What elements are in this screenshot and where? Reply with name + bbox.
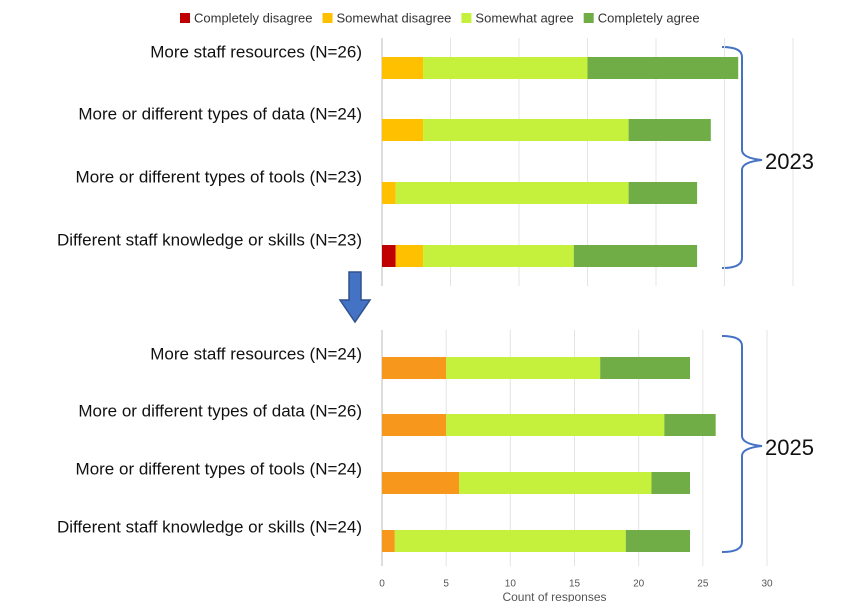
bar-segment: [628, 119, 711, 141]
bar-segment: [394, 530, 626, 552]
bar-segment: [664, 414, 716, 436]
category-label: More staff resources (N=26): [150, 42, 362, 61]
x-tick-label: 20: [633, 579, 645, 590]
x-tick-label: 30: [761, 579, 773, 590]
bar-segment: [382, 472, 459, 494]
x-tick-label: 25: [697, 579, 709, 590]
annotation: 2023: [765, 149, 814, 174]
bar-segment: [446, 357, 601, 379]
category-label: More staff resources (N=24): [150, 344, 362, 363]
x-tick-label: 15: [569, 579, 581, 590]
category-label: More or different types of data (N=24): [78, 104, 362, 123]
legend-swatch: [583, 13, 594, 23]
legend-label: Completely disagree: [194, 10, 313, 25]
category-label: Different staff knowledge or skills (N=2…: [57, 517, 362, 536]
x-tick-label: 5: [443, 579, 449, 590]
legend-swatch: [461, 13, 472, 23]
category-label: More or different types of tools (N=23): [76, 167, 362, 186]
legend-swatch: [180, 13, 190, 23]
bar-segment: [423, 57, 588, 79]
bar-segment: [625, 530, 690, 552]
bar-segment: [382, 530, 395, 552]
arrow: [338, 271, 372, 324]
bar-segment: [382, 57, 424, 79]
bar-segment: [600, 357, 690, 379]
x-axis-label: Count of responses: [502, 590, 606, 602]
bar-segment: [395, 245, 424, 267]
bar-segment: [382, 119, 424, 141]
bar-segment: [573, 245, 698, 267]
bar-segment: [382, 245, 396, 267]
legend-label: Completely agree: [598, 10, 700, 25]
bar-segment: [446, 414, 665, 436]
annotation: 2025: [765, 435, 814, 460]
category-label: More or different types of tools (N=24): [76, 459, 362, 478]
x-tick-label: 0: [379, 579, 385, 590]
category-label: Different staff knowledge or skills (N=2…: [57, 230, 362, 249]
bar-segment: [423, 119, 629, 141]
legend-swatch: [322, 13, 333, 23]
bar-segment: [587, 57, 739, 79]
x-tick-label: 10: [505, 579, 517, 590]
legend-label: Somewhat disagree: [337, 10, 452, 25]
bar-segment: [395, 182, 629, 204]
bracket: [721, 46, 763, 269]
category-label: More or different types of data (N=26): [78, 401, 362, 420]
bar-segment: [382, 182, 396, 204]
legend-label: Somewhat agree: [475, 10, 573, 25]
bar-segment: [651, 472, 690, 494]
bar-segment: [423, 245, 574, 267]
bar-segment: [628, 182, 698, 204]
bar-segment: [459, 472, 652, 494]
bar-segment: [382, 357, 447, 379]
bracket: [721, 335, 763, 553]
bar-segment: [382, 414, 447, 436]
